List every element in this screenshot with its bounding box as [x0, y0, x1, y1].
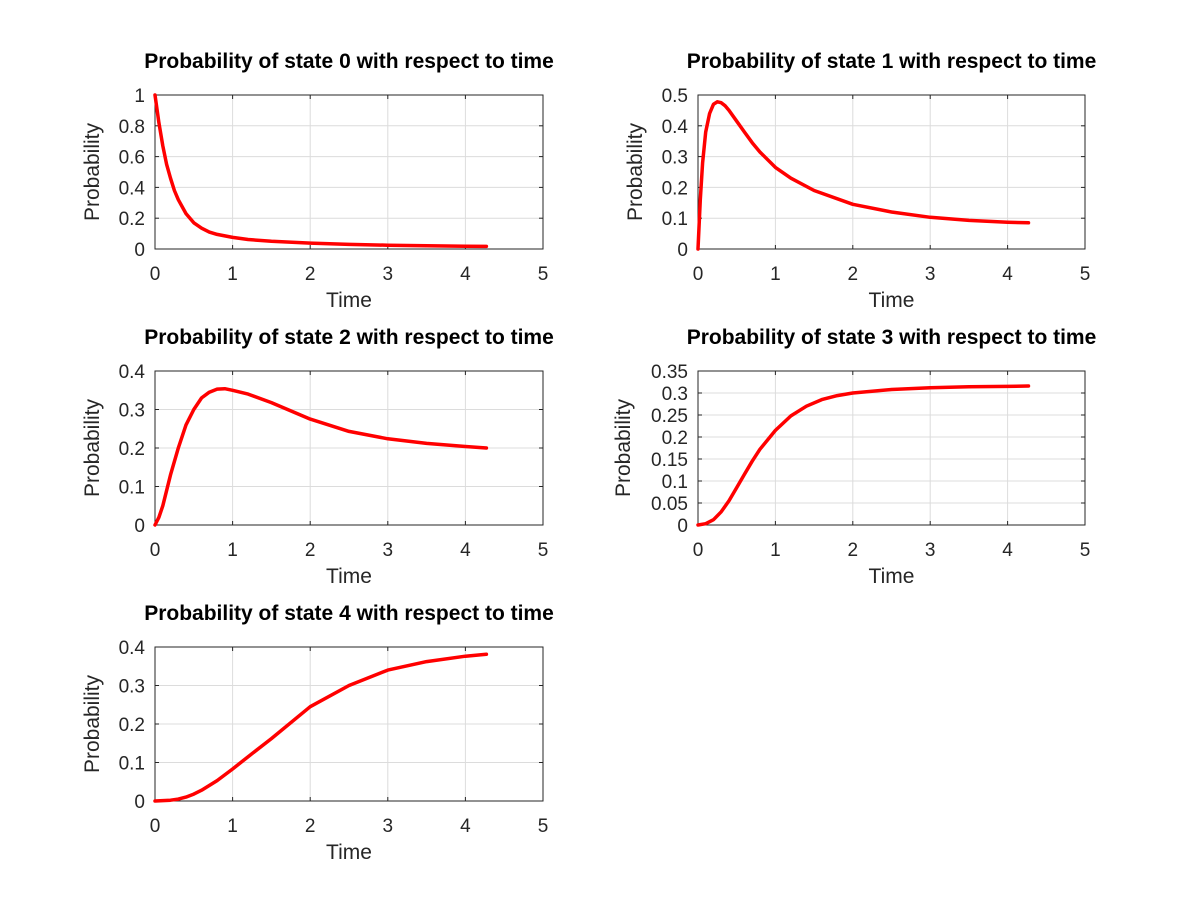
- x-tick-label: 3: [383, 540, 394, 561]
- y-tick-label: 0: [677, 240, 688, 261]
- subplot-3: 0 1 2 3 4 500.050.10.150.20.250.30.35Probabil…: [612, 326, 1096, 588]
- x-tick-label: 0: [150, 540, 161, 561]
- y-tick-label: 0.05: [651, 494, 688, 515]
- y-tick-label: 0.6: [119, 148, 145, 169]
- chart-title: Probability of state 1 with respect to t…: [687, 50, 1097, 73]
- chart-title: Probability of state 4 with respect to t…: [144, 602, 554, 625]
- chart-title: Probability of state 0 with respect to t…: [144, 50, 554, 73]
- x-tick-label: 3: [383, 816, 394, 837]
- x-axis-label: Time: [326, 565, 372, 588]
- subplot-4: 0 1 2 3 4 5 0 0.1 0.2 0.3 0.4 Probability of state …: [81, 602, 554, 864]
- y-tick-label: 0.3: [662, 148, 688, 169]
- y-tick-label: 0.2: [662, 178, 688, 199]
- y-tick-label: 0.4: [119, 638, 146, 659]
- x-tick-label: 2: [848, 540, 859, 561]
- x-tick-label: 2: [848, 264, 859, 285]
- x-tick-label: 3: [383, 264, 394, 285]
- x-tick-label: 3: [925, 540, 936, 561]
- series-line: [153, 652, 489, 803]
- y-axis-label: Probability: [81, 674, 104, 773]
- x-axis-label: Time: [326, 289, 372, 312]
- y-tick-label: 0.1: [119, 478, 145, 499]
- x-tick-label: 4: [460, 264, 471, 285]
- x-tick-label: 1: [770, 264, 781, 285]
- x-tick-label: 1: [227, 264, 238, 285]
- x-tick-label: 0: [693, 264, 704, 285]
- x-tick-label: 4: [460, 540, 471, 561]
- y-tick-label: 0.15: [651, 450, 688, 471]
- series-line: [153, 386, 489, 527]
- x-axis-label: Time: [869, 289, 915, 312]
- y-tick-label: 0: [134, 240, 145, 261]
- y-tick-label: 0.4: [119, 178, 146, 199]
- y-tick-label: 1: [134, 86, 145, 107]
- subplot-2: 0 1 2 3 4 5 0 0.1 0.2 0.3 0.4 Probability of state …: [81, 326, 554, 588]
- x-tick-label: 5: [538, 816, 549, 837]
- y-tick-label: 0.2: [119, 715, 145, 736]
- x-tick-label: 5: [538, 264, 549, 285]
- x-tick-label: 5: [1080, 264, 1091, 285]
- y-tick-label: 0.3: [662, 384, 688, 405]
- series-line: [696, 100, 1031, 251]
- chart-title: Probability of state 2 with respect to t…: [144, 326, 554, 349]
- y-tick-label: 0.8: [119, 117, 145, 138]
- y-tick-label: 0.2: [119, 209, 145, 230]
- y-tick-label: 0.4: [662, 117, 689, 138]
- x-tick-label: 1: [770, 540, 781, 561]
- series-line: [696, 384, 1031, 527]
- x-tick-label: 1: [227, 816, 238, 837]
- y-tick-label: 0.5: [662, 86, 688, 107]
- axes-frame: [154, 646, 544, 802]
- x-tick-label: 2: [305, 264, 316, 285]
- y-axis-label: Probability: [81, 398, 104, 497]
- axes-frame: [697, 94, 1086, 250]
- x-tick-label: 2: [305, 540, 316, 561]
- y-tick-label: 0.3: [119, 677, 145, 698]
- y-tick-label: 0.35: [651, 362, 688, 383]
- x-tick-label: 4: [1002, 264, 1013, 285]
- x-tick-label: 4: [460, 816, 471, 837]
- x-tick-label: 0: [693, 540, 704, 561]
- x-tick-label: 2: [305, 816, 316, 837]
- axes-frame: [697, 370, 1086, 526]
- x-tick-label: 1: [227, 540, 238, 561]
- y-tick-label: 0.2: [662, 428, 688, 449]
- subplot-0: 0 1 2 3 4 5 0 0.2 0.4 0.6 0.8 1 Probability of state…: [81, 50, 554, 312]
- y-tick-label: 0.3: [119, 401, 145, 422]
- y-tick-label: 0: [134, 516, 145, 537]
- x-tick-label: 0: [150, 264, 161, 285]
- y-tick-label: 0.25: [651, 406, 688, 427]
- axes-frame: [154, 370, 544, 526]
- y-tick-label: 0.1: [662, 209, 688, 230]
- x-tick-label: 3: [925, 264, 936, 285]
- y-tick-label: 0.4: [119, 362, 146, 383]
- y-axis-label: Probability: [624, 122, 647, 221]
- x-tick-label: 5: [1080, 540, 1091, 561]
- y-axis-label: Probability: [81, 122, 104, 221]
- x-axis-label: Time: [869, 565, 915, 588]
- chart-title: Probability of state 3 with respect to t…: [687, 326, 1097, 349]
- x-tick-label: 0: [150, 816, 161, 837]
- y-axis-label: Probability: [612, 398, 635, 497]
- y-tick-label: 0: [134, 792, 145, 813]
- subplot-1: 0 1 2 3 4 5 0 0.1 0.2 0.3 0.4 0.5 Probability of sta…: [624, 50, 1096, 312]
- y-tick-label: 0.1: [119, 754, 145, 775]
- x-tick-label: 5: [538, 540, 549, 561]
- series-line: [153, 93, 489, 249]
- y-tick-label: 0: [677, 516, 688, 537]
- x-tick-label: 4: [1002, 540, 1013, 561]
- y-tick-label: 0.1: [662, 472, 688, 493]
- y-tick-label: 0.2: [119, 439, 145, 460]
- axes-frame: [154, 94, 544, 250]
- x-axis-label: Time: [326, 841, 372, 864]
